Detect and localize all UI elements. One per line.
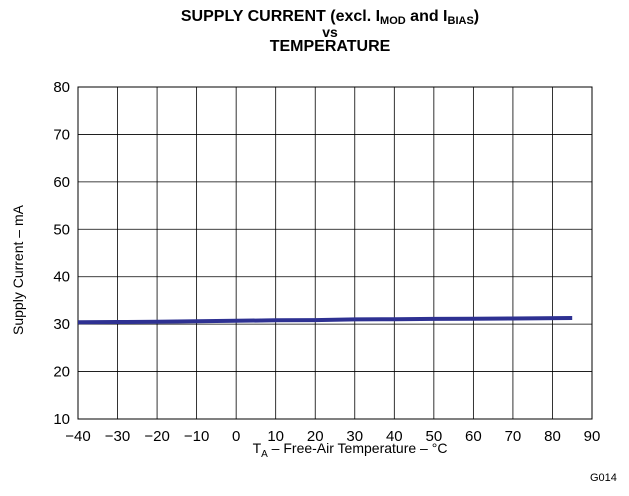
y-tick-label: 70 (53, 126, 70, 143)
y-tick-label: 50 (53, 221, 70, 238)
plot-frame (77, 86, 593, 420)
figure-code: G014 (590, 472, 617, 484)
x-tick-label: 0 (232, 428, 240, 445)
y-tick-label: 40 (53, 269, 70, 286)
x-tick-label: 20 (307, 428, 324, 445)
x-tick-label: 30 (346, 428, 363, 445)
x-tick-label: 50 (426, 428, 443, 445)
x-tick-label: −30 (105, 428, 130, 445)
x-tick-label: 10 (267, 428, 284, 445)
y-tick-label: 60 (53, 174, 70, 191)
x-tick-label: 90 (584, 428, 601, 445)
chart-title-line3: TEMPERATURE (269, 38, 391, 55)
x-tick-label: 60 (465, 428, 482, 445)
y-axis-label: Supply Current – mA (10, 205, 26, 335)
x-tick-label: 80 (544, 428, 561, 445)
x-tick-label: −10 (184, 428, 209, 445)
series-line (77, 316, 573, 325)
y-tick-label: 80 (53, 79, 70, 96)
x-tick-label: −20 (144, 428, 169, 445)
y-tick-label: 30 (53, 316, 70, 333)
x-tick-label: 70 (505, 428, 522, 445)
chart-title-line1: SUPPLY CURRENT (excl. IMOD and IBIAS) (180, 8, 480, 27)
chart-title-line2: vs (322, 24, 338, 40)
y-tick-label: 10 (53, 411, 70, 428)
y-tick-label: 20 (53, 364, 70, 381)
x-axis-label: TA – Free-Air Temperature – °C (252, 440, 448, 460)
x-tick-label: 40 (386, 428, 403, 445)
x-tick-label: −40 (65, 428, 90, 445)
